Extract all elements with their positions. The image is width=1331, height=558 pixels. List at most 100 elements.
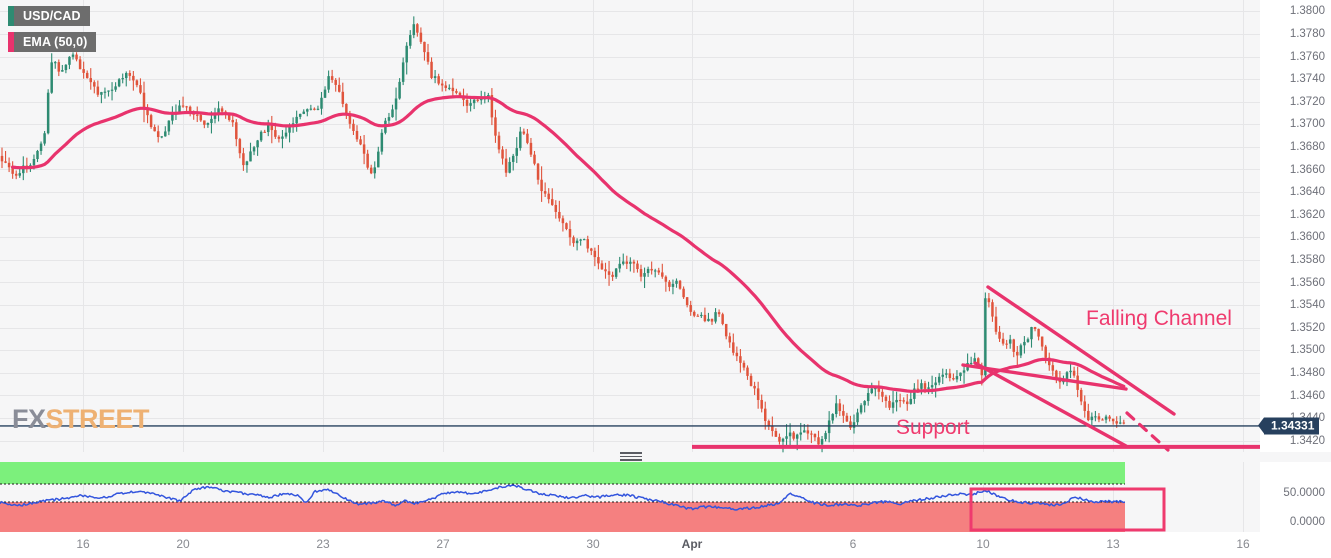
candle-body — [1008, 339, 1012, 344]
gridline-horizontal — [0, 79, 1260, 80]
candle-body — [845, 415, 849, 422]
gridline-horizontal — [0, 282, 1260, 283]
price-chart-pane[interactable]: USD/CAD EMA (50,0) Falling Channel Suppo… — [0, 0, 1260, 453]
candle-body — [682, 288, 685, 298]
grip-bar — [620, 455, 642, 458]
candle-body — [242, 153, 245, 166]
symbol-legend[interactable]: USD/CAD — [8, 6, 90, 26]
watermark-street: STREET — [45, 404, 150, 434]
candle-body — [746, 367, 749, 376]
candle-body — [89, 78, 92, 83]
time-tick-label: 6 — [849, 537, 857, 551]
candle-body — [707, 318, 710, 322]
falling-channel-lower-line — [973, 361, 1128, 448]
candle-body — [100, 92, 103, 95]
candle-body — [952, 378, 955, 380]
candle-body — [753, 385, 756, 389]
candle-body — [884, 396, 888, 401]
candle-body — [629, 261, 632, 264]
candle-body — [533, 154, 536, 164]
candle-body — [714, 312, 717, 322]
grip-bar — [620, 459, 642, 461]
candle-body — [639, 269, 643, 277]
gridline-vertical — [443, 462, 444, 532]
candle-body — [927, 387, 930, 389]
candle-body — [781, 438, 785, 442]
ema-legend[interactable]: EMA (50,0) — [8, 32, 97, 52]
candle-body — [913, 388, 916, 399]
time-tick-label: 30 — [586, 537, 600, 551]
candle-body — [987, 298, 991, 303]
price-tick-label: 1.3460 — [1289, 389, 1325, 402]
candle-body — [930, 385, 934, 388]
candle-body — [788, 432, 792, 437]
gridline-vertical — [323, 0, 324, 452]
candle-body — [309, 108, 313, 110]
gridline-vertical — [983, 462, 984, 532]
candle-body — [1001, 338, 1005, 344]
candle-body — [906, 401, 909, 405]
grip-bar — [620, 452, 642, 454]
candle-body — [558, 211, 561, 219]
candle-body — [675, 280, 678, 284]
candle-body — [934, 382, 937, 386]
candle-body — [185, 106, 188, 108]
candle-body — [671, 283, 675, 287]
candle-body — [945, 373, 948, 375]
candle-body — [1087, 410, 1090, 421]
rsi-plot — [0, 462, 1166, 532]
candle-body — [1094, 416, 1097, 418]
candle-body — [167, 120, 171, 132]
ema-legend-label: EMA (50,0) — [23, 35, 88, 49]
candle-body — [721, 314, 724, 324]
candle-body — [1012, 339, 1015, 352]
candle-body — [437, 76, 440, 84]
price-tick-label: 1.3680 — [1289, 140, 1325, 153]
candle-body — [742, 362, 746, 368]
candle-body — [284, 132, 288, 137]
candle-body — [298, 113, 302, 117]
candle-body — [774, 431, 778, 437]
time-axis[interactable]: 16 20 23 27 30 Apr 6 10 13 16 — [0, 532, 1331, 558]
candle-body — [895, 399, 898, 403]
candle-body — [1044, 346, 1047, 358]
gridline-horizontal — [0, 34, 1260, 35]
candle-body — [96, 86, 100, 95]
candle-body — [430, 61, 433, 78]
candle-body — [778, 436, 781, 442]
candle-body — [117, 79, 121, 87]
rsi-axis[interactable]: 50.0000 0.0000 — [1260, 462, 1331, 532]
candle-body — [771, 425, 774, 432]
candle-body — [476, 99, 479, 101]
candle-body — [181, 105, 185, 107]
candle-body — [203, 120, 206, 125]
candle-body — [1072, 370, 1076, 376]
candle-body — [355, 130, 359, 140]
candle-body — [171, 114, 174, 121]
candle-body — [277, 136, 281, 139]
candle-body — [423, 41, 426, 53]
candle-body — [1111, 418, 1115, 422]
pane-resize-grip[interactable] — [620, 452, 642, 461]
candle-body — [909, 398, 913, 405]
candle-body — [735, 352, 739, 357]
price-axis[interactable]: 1.3800 1.3780 1.3760 1.3740 1.3720 1.3700 1.36… — [1260, 0, 1331, 452]
gridline-vertical — [692, 462, 693, 532]
candle-body — [582, 239, 586, 241]
gridline-vertical — [983, 0, 984, 452]
candle-body — [508, 161, 511, 173]
candle-body — [710, 318, 714, 322]
candle-body — [795, 434, 799, 439]
gridline-horizontal — [0, 350, 1260, 351]
candle-body — [306, 109, 309, 112]
candle-body — [61, 70, 64, 72]
candle-body — [810, 433, 813, 435]
candle-body — [835, 403, 838, 415]
candle-body — [902, 400, 905, 402]
candle-body — [959, 372, 962, 377]
candle-body — [359, 139, 362, 145]
gridline-vertical — [443, 0, 444, 452]
candle-body — [330, 76, 334, 80]
candle-body — [46, 92, 50, 134]
rsi-pane[interactable]: RSI (14,60,40,1) — [0, 462, 1260, 532]
